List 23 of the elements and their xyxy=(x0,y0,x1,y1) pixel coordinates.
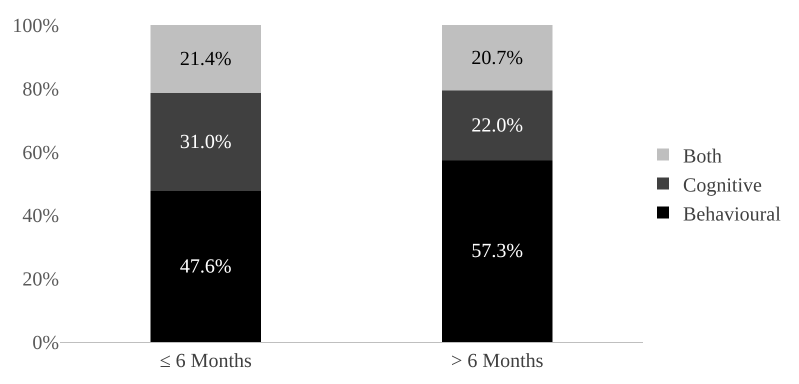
data-label: 22.0% xyxy=(471,114,524,136)
data-label: 57.3% xyxy=(471,240,524,262)
legend-label: Cognitive xyxy=(683,174,762,196)
y-tick-label: 80% xyxy=(22,78,59,100)
y-tick-label: 20% xyxy=(22,268,59,291)
y-tick-label: 100% xyxy=(12,15,59,37)
y-tick-label: 60% xyxy=(22,142,59,164)
legend-label: Both xyxy=(683,145,722,168)
y-tick-label: 40% xyxy=(22,205,59,228)
data-label: 47.6% xyxy=(180,256,232,278)
bar xyxy=(150,92,262,192)
legend-label: Behavioural xyxy=(683,203,782,226)
bar xyxy=(442,160,553,342)
data-label: 31.0% xyxy=(180,130,232,153)
bar xyxy=(442,90,553,160)
data-label: 20.7% xyxy=(471,46,524,69)
data-label: 21.4% xyxy=(180,48,232,70)
bar xyxy=(150,25,262,93)
bar xyxy=(150,191,262,342)
x-tick-label: > 6 Months xyxy=(451,350,544,372)
y-tick-label: 0% xyxy=(32,332,59,354)
bar xyxy=(442,25,553,91)
x-tick-label: ≤ 6 Months xyxy=(160,350,252,372)
